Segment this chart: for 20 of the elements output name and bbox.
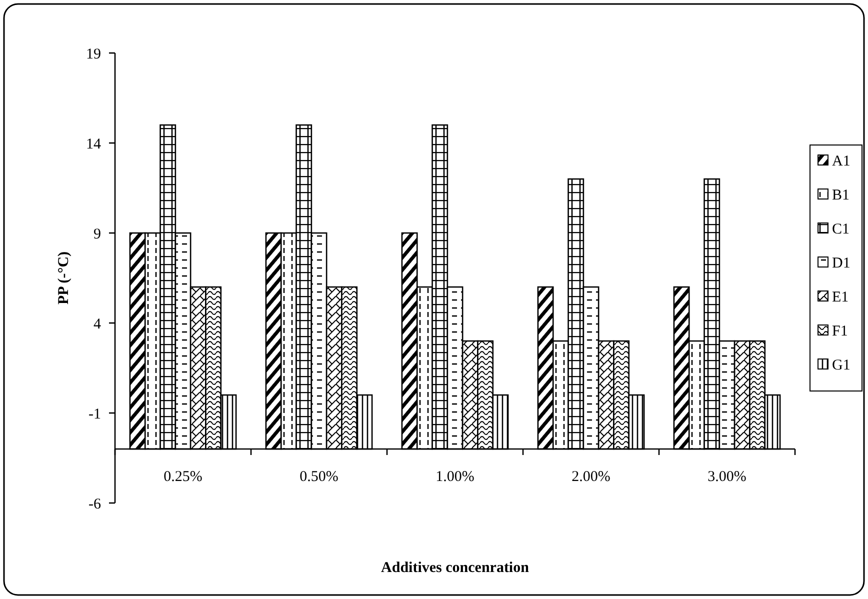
x-tick-label: 1.00%: [436, 469, 474, 485]
y-axis-title: PP (-°C): [56, 251, 72, 305]
legend-label: B1: [832, 187, 850, 204]
legend-label: D1: [832, 255, 850, 272]
y-tick-label: 14: [86, 136, 102, 152]
y-tick-label: -6: [88, 496, 102, 512]
y-tick-label: 4: [94, 316, 102, 332]
legend-label: C1: [832, 221, 850, 238]
x-axis-title: Additives concenration: [381, 560, 530, 576]
x-tick-label: 0.25%: [164, 469, 202, 485]
y-tick-label: 9: [94, 226, 101, 242]
y-tick-label: -1: [88, 406, 101, 422]
y-tick-label: 19: [86, 46, 101, 62]
x-tick-label: 3.00%: [708, 469, 746, 485]
x-tick-label: 2.00%: [572, 469, 610, 485]
legend-label: G1: [832, 357, 850, 374]
legend-label: A1: [832, 153, 850, 170]
legend-label: E1: [832, 289, 849, 306]
legend-label: F1: [832, 323, 848, 340]
x-tick-label: 0.50%: [300, 469, 338, 485]
